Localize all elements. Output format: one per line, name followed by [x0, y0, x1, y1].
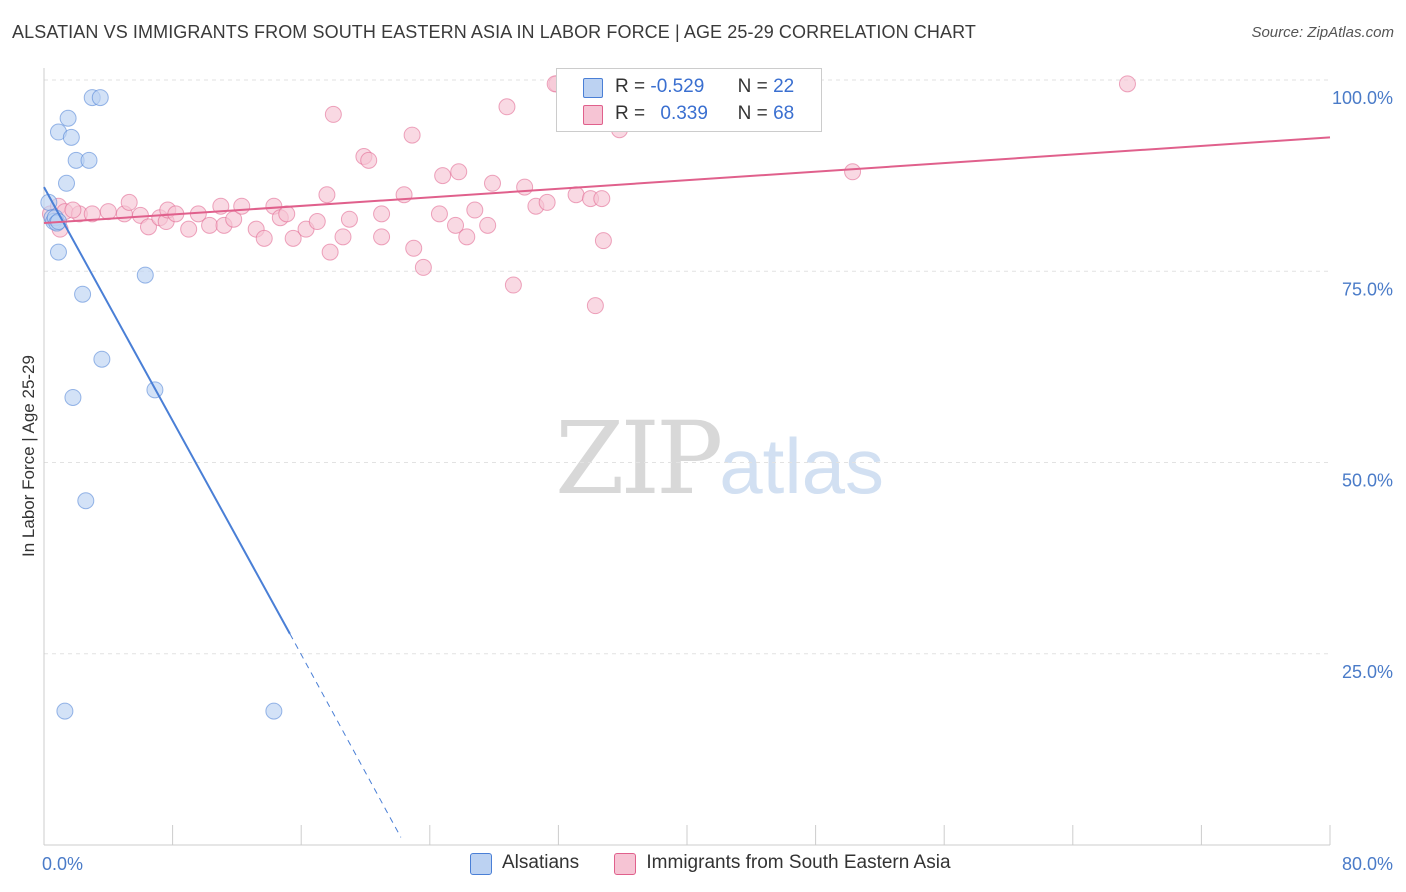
- point-immigrants: [479, 216, 497, 234]
- point-immigrants: [324, 105, 342, 123]
- bottom-legend-swatch-alsatians: [470, 853, 492, 875]
- point-alsatians: [91, 89, 109, 107]
- point-immigrants: [593, 190, 611, 208]
- point-immigrants: [538, 193, 556, 211]
- point-immigrants: [466, 201, 484, 219]
- bottom-legend-label: Immigrants from South Eastern Asia: [646, 852, 951, 873]
- watermark: ZIPatlas: [555, 400, 884, 517]
- point-alsatians: [80, 151, 98, 169]
- point-alsatians: [77, 492, 95, 510]
- legend-n-label: N =: [737, 76, 768, 97]
- point-immigrants: [373, 205, 391, 223]
- point-alsatians: [136, 266, 154, 284]
- watermark-atlas: atlas: [719, 422, 885, 510]
- point-immigrants: [844, 163, 862, 181]
- y-tick-label: 75.0%: [1342, 279, 1393, 299]
- point-immigrants: [321, 243, 339, 261]
- point-alsatians: [64, 388, 82, 406]
- point-immigrants: [340, 210, 358, 228]
- legend-r-label: R =: [615, 103, 646, 124]
- legend-n-label: N =: [737, 103, 768, 124]
- trend-line-alsatians: [43, 186, 291, 635]
- point-immigrants: [284, 229, 302, 247]
- bottom-legend-alsatians: Alsatians: [470, 852, 580, 875]
- point-immigrants: [458, 228, 476, 246]
- x-tick-label: 0.0%: [42, 854, 83, 874]
- point-alsatians: [58, 174, 76, 192]
- x-tick-label: 80.0%: [1342, 854, 1393, 874]
- point-immigrants: [233, 197, 251, 215]
- bottom-legend-swatch-immigrants: [614, 853, 637, 875]
- legend-r-value: -0.529: [650, 76, 705, 97]
- y-tick-label: 50.0%: [1342, 471, 1393, 491]
- bottom-legend-immigrants: Immigrants from South Eastern Asia: [614, 852, 951, 875]
- point-immigrants: [504, 276, 522, 294]
- point-immigrants: [120, 193, 138, 211]
- trend-lines: [43, 136, 1331, 838]
- point-immigrants: [334, 228, 352, 246]
- legend-n-value: 22: [773, 76, 795, 97]
- point-alsatians: [265, 702, 283, 720]
- axes: [43, 68, 1331, 846]
- point-immigrants: [318, 186, 336, 204]
- tick-labels: 25.0% 50.0% 75.0% 100.0% 0.0% 80.0%: [42, 88, 1393, 874]
- point-immigrants: [99, 203, 117, 221]
- legend-swatch-alsatians: [583, 78, 603, 98]
- point-immigrants: [255, 229, 273, 247]
- y-tick-label: 25.0%: [1342, 662, 1393, 682]
- point-immigrants: [483, 174, 501, 192]
- point-immigrants: [567, 186, 585, 204]
- point-alsatians: [49, 243, 67, 261]
- point-immigrants: [403, 126, 421, 144]
- point-alsatians: [56, 702, 74, 720]
- point-immigrants: [516, 178, 534, 196]
- point-alsatians: [62, 128, 80, 146]
- legend-r-value: 0.339: [660, 103, 708, 124]
- watermark-zip: ZIP: [555, 400, 723, 517]
- trend-line-alsatians-extension: [289, 633, 402, 838]
- source-label: Source: ZipAtlas.com: [1251, 24, 1394, 41]
- point-alsatians: [74, 285, 92, 303]
- grid-lines: [44, 79, 1330, 655]
- point-immigrants: [414, 258, 432, 276]
- point-immigrants: [405, 239, 423, 257]
- legend-swatch-immigrants: [583, 105, 603, 125]
- point-immigrants: [1118, 75, 1136, 93]
- data-points: [40, 75, 1136, 720]
- point-immigrants: [450, 163, 468, 181]
- legend-r-label: R =: [615, 76, 646, 97]
- point-immigrants: [586, 297, 604, 315]
- point-alsatians: [59, 109, 77, 127]
- point-immigrants: [180, 220, 198, 238]
- point-immigrants: [139, 218, 157, 236]
- point-immigrants: [430, 205, 448, 223]
- point-immigrants: [373, 228, 391, 246]
- point-immigrants: [64, 201, 82, 219]
- y-tick-label: 100.0%: [1332, 88, 1393, 108]
- point-immigrants: [594, 232, 612, 250]
- bottom-legend-label: Alsatians: [502, 852, 580, 873]
- legend-n-value: 68: [773, 103, 795, 124]
- point-immigrants: [434, 167, 452, 185]
- trend-line-immigrants: [43, 136, 1331, 225]
- chart-title: ALSATIAN VS IMMIGRANTS FROM SOUTH EASTER…: [12, 22, 976, 42]
- bottom-legend: Alsatians Immigrants from South Eastern …: [470, 852, 981, 875]
- point-immigrants: [447, 216, 465, 234]
- point-immigrants: [278, 205, 296, 223]
- point-immigrants: [498, 98, 516, 116]
- legend-box: R = -0.529 N = 22 R = 0.339 N = 68: [556, 68, 822, 132]
- point-immigrants: [360, 151, 378, 169]
- point-alsatians: [93, 350, 111, 368]
- point-immigrants: [308, 213, 326, 231]
- point-immigrants: [201, 216, 219, 234]
